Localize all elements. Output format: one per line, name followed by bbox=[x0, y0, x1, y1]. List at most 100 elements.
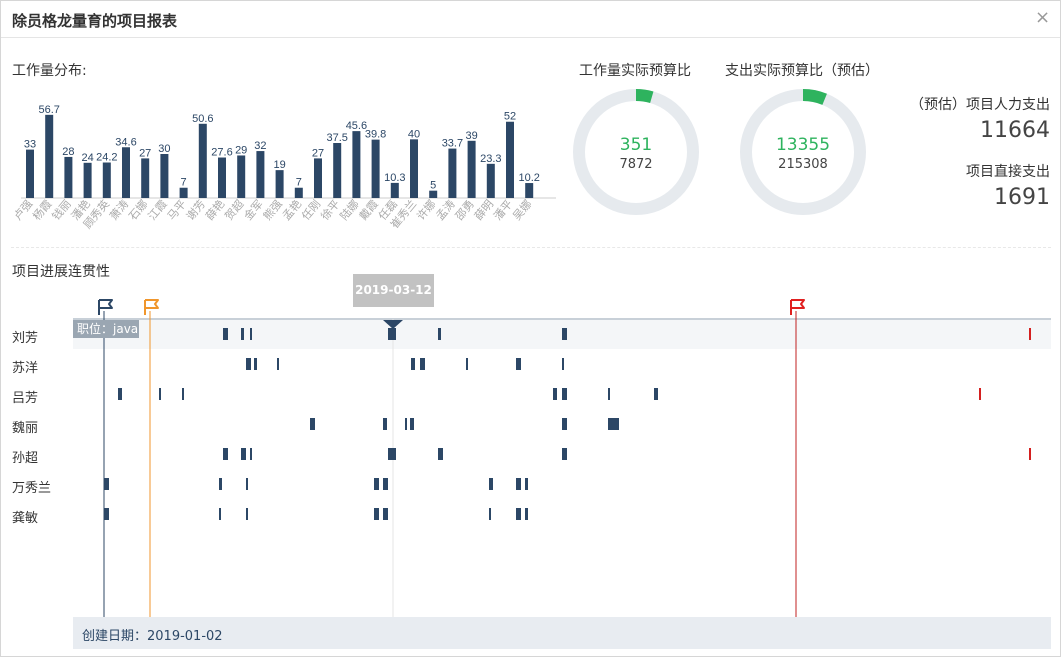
bar-value-label: 37.5 bbox=[326, 132, 347, 144]
deadline-flag-icon bbox=[790, 299, 805, 315]
x-tick-label: 许娜 bbox=[414, 197, 439, 223]
bar-value-label: 5 bbox=[430, 180, 436, 192]
x-tick-label: 萧涛 bbox=[106, 197, 131, 223]
bar-value-label: 7 bbox=[296, 177, 302, 189]
timeline-row-label: 刘芳 bbox=[12, 331, 39, 346]
donut-fill bbox=[740, 89, 866, 215]
timeline-row-label: 苏洋 bbox=[12, 361, 39, 376]
bar bbox=[179, 187, 188, 198]
workload-ratio-total: 7872 bbox=[619, 157, 653, 172]
bar-value-label: 27.6 bbox=[211, 147, 232, 159]
workload-ratio-value: 351 bbox=[619, 135, 653, 155]
bar-value-label: 29 bbox=[235, 144, 247, 156]
activity-mark bbox=[562, 328, 567, 340]
activity-mark bbox=[223, 448, 228, 460]
activity-mark bbox=[383, 418, 387, 430]
activity-mark bbox=[654, 388, 658, 400]
x-tick-label: 卢强 bbox=[11, 198, 35, 223]
donut-fill bbox=[573, 89, 699, 215]
activity-mark bbox=[553, 388, 557, 400]
bar-value-label: 23.3 bbox=[480, 153, 501, 165]
bar bbox=[26, 149, 34, 198]
activity-mark bbox=[405, 418, 407, 430]
activity-mark bbox=[219, 478, 222, 490]
activity-mark bbox=[466, 358, 468, 370]
activity-mark bbox=[241, 328, 244, 340]
activity-mark bbox=[516, 478, 521, 490]
activity-mark bbox=[562, 358, 564, 370]
bar-value-label: 30 bbox=[158, 143, 170, 155]
bar-value-label: 27 bbox=[139, 147, 151, 159]
activity-mark bbox=[254, 358, 257, 370]
bar-value-label: 33.7 bbox=[442, 138, 463, 150]
x-tick-label: 贺超 bbox=[222, 197, 247, 223]
activity-mark bbox=[250, 328, 252, 340]
cursor-marker-icon[interactable] bbox=[383, 320, 403, 329]
activity-mark bbox=[241, 448, 246, 460]
expense-ratio-title: 支出实际预算比（预估） bbox=[725, 63, 879, 79]
activity-mark bbox=[277, 358, 279, 370]
activity-mark bbox=[388, 328, 396, 340]
activity-mark bbox=[159, 388, 161, 400]
bar-value-label: 10.2 bbox=[518, 172, 539, 184]
timeline-row-label: 龚敏 bbox=[12, 511, 39, 526]
activity-mark bbox=[525, 508, 528, 520]
activity-mark bbox=[489, 478, 493, 490]
bar bbox=[448, 148, 457, 198]
x-tick-label: 孟艳 bbox=[279, 197, 304, 223]
bar-value-label: 39 bbox=[465, 130, 477, 142]
dialog-header: 除员格龙量育的项目报表 × bbox=[1, 1, 1060, 38]
x-tick-label: 潘平 bbox=[491, 198, 515, 223]
bar-value-label: 28 bbox=[62, 146, 74, 158]
expense-ratio-donut bbox=[740, 89, 866, 215]
activity-mark bbox=[374, 478, 379, 490]
x-tick-label: 谢芳 bbox=[183, 197, 208, 223]
labor-cost-value: 11664 bbox=[980, 118, 1050, 143]
created-date: 创建日期：2019-01-02 bbox=[82, 629, 223, 644]
x-tick-label: 金军 bbox=[241, 197, 266, 223]
dialog-title: 除员格龙量育的项目报表 bbox=[12, 12, 178, 30]
bar bbox=[294, 187, 303, 198]
bar-value-label: 24 bbox=[81, 152, 93, 164]
activity-mark bbox=[219, 508, 221, 520]
x-tick-label: 任刚 bbox=[299, 198, 323, 223]
workload-ratio-title: 工作量实际预算比 bbox=[579, 63, 691, 79]
activity-mark bbox=[438, 448, 443, 460]
activity-mark bbox=[383, 478, 388, 490]
milestone-flag-icon bbox=[144, 299, 159, 315]
workload-bar-chart: 33卢强56.7杨霞28钱丽24潘艳24.2顾秀英34.6萧涛27石娜30江霞7… bbox=[11, 104, 556, 231]
bar-value-label: 24.2 bbox=[96, 152, 117, 164]
x-tick-label: 薛明 bbox=[472, 198, 496, 223]
bar bbox=[218, 157, 226, 198]
bar bbox=[333, 143, 342, 198]
activity-mark bbox=[525, 478, 528, 490]
bar-value-label: 19 bbox=[273, 159, 285, 171]
bar-value-label: 52 bbox=[504, 111, 516, 123]
x-tick-label: 薛艳 bbox=[202, 197, 227, 223]
direct-cost-value: 1691 bbox=[994, 185, 1050, 210]
activity-mark bbox=[608, 388, 610, 400]
x-tick-label: 邵勇 bbox=[453, 198, 477, 223]
x-tick-label: 陆娜 bbox=[337, 197, 362, 223]
activity-mark bbox=[383, 508, 388, 520]
activity-mark bbox=[562, 418, 567, 430]
activity-mark bbox=[246, 478, 248, 490]
x-tick-label: 马平 bbox=[165, 198, 189, 223]
bar bbox=[429, 190, 438, 198]
x-tick-label: 石娜 bbox=[126, 197, 151, 223]
close-icon[interactable]: × bbox=[1035, 7, 1051, 28]
section-divider bbox=[11, 247, 1051, 248]
activity-mark bbox=[411, 358, 415, 370]
labor-cost-label: （预估）项目人力支出 bbox=[910, 97, 1050, 113]
expense-ratio-value: 13355 bbox=[775, 135, 831, 155]
activity-mark bbox=[420, 358, 425, 370]
bar bbox=[141, 158, 150, 198]
bar-value-label: 34.6 bbox=[115, 136, 136, 148]
activity-mark bbox=[246, 358, 251, 370]
bar bbox=[160, 154, 169, 198]
bar bbox=[486, 163, 495, 198]
activity-mark bbox=[250, 448, 252, 460]
x-tick-label: 徐平 bbox=[318, 197, 343, 223]
bar bbox=[506, 121, 514, 198]
activity-mark bbox=[516, 508, 521, 520]
